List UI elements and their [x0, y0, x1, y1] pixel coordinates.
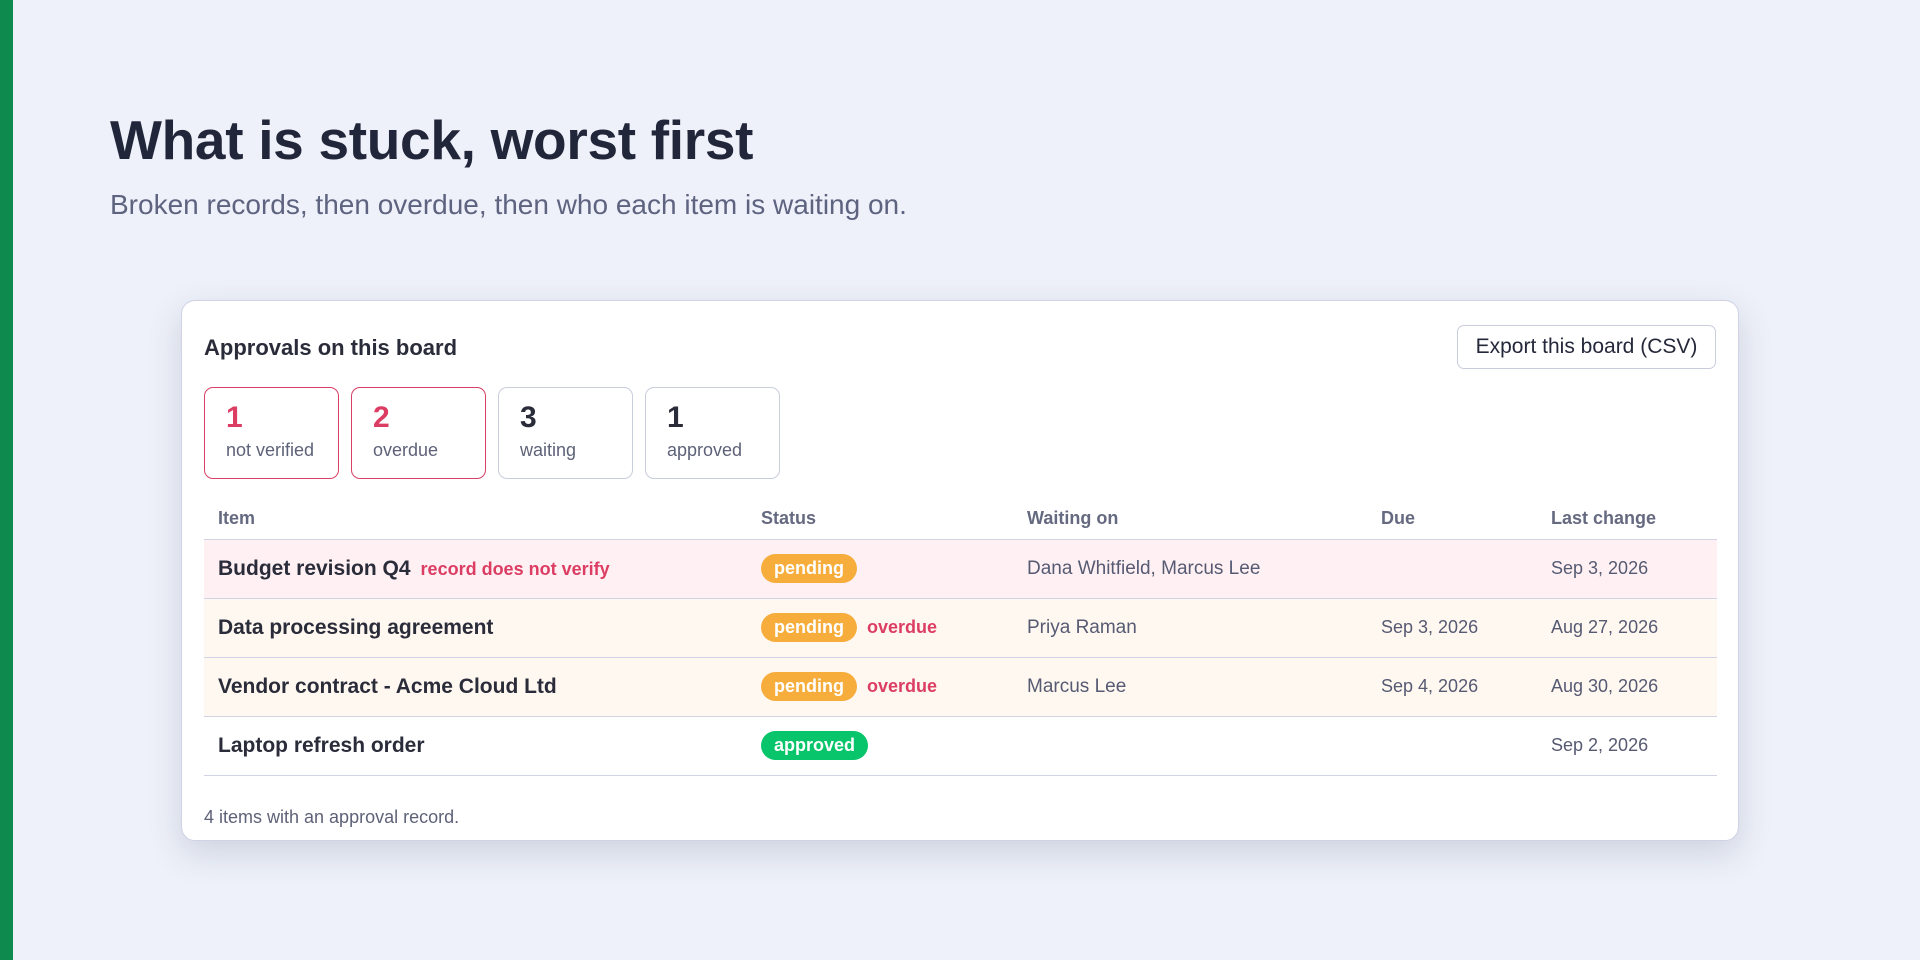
stats-row: 1 not verified 2 overdue 3 waiting 1 app… [204, 387, 780, 479]
due-cell: Sep 3, 2026 [1367, 598, 1537, 658]
due-cell [1367, 539, 1537, 599]
item-cell: Data processing agreement [204, 598, 747, 658]
stat-label: approved [667, 440, 743, 460]
last-change-cell: Aug 27, 2026 [1537, 598, 1717, 658]
stat-approved[interactable]: 1 approved [645, 387, 780, 479]
item-cell: Budget revision Q4 record does not verify [204, 539, 747, 599]
column-header-item[interactable]: Item [204, 499, 747, 540]
item-name[interactable]: Vendor contract - Acme Cloud Ltd [218, 674, 557, 698]
approvals-card: Approvals on this board Export this boar… [181, 300, 1739, 841]
waiting-on-cell: Marcus Lee [1013, 657, 1367, 717]
card-title: Approvals on this board [204, 335, 458, 360]
stat-count: 3 [520, 401, 537, 434]
status-badge: pending [761, 613, 857, 642]
column-header-waiting-on[interactable]: Waiting on [1013, 499, 1367, 540]
overdue-flag: overdue [867, 617, 938, 637]
waiting-on-cell: Dana Whitfield, Marcus Lee [1013, 539, 1367, 599]
table-row[interactable]: Budget revision Q4 record does not verify… [204, 539, 1717, 599]
stat-count: 1 [667, 401, 684, 434]
last-change-cell: Sep 2, 2026 [1537, 716, 1717, 776]
item-name[interactable]: Data processing agreement [218, 615, 494, 639]
stat-count: 2 [373, 401, 390, 434]
status-cell: pending [747, 539, 1013, 599]
page-title: What is stuck, worst first [110, 109, 754, 171]
waiting-on-cell: Priya Raman [1013, 598, 1367, 658]
status-cell: approved [747, 716, 1013, 776]
due-cell [1367, 716, 1537, 776]
table-row[interactable]: Laptop refresh order approved Sep 2, 202… [204, 716, 1717, 776]
waiting-on-cell [1013, 716, 1367, 776]
item-name[interactable]: Laptop refresh order [218, 733, 425, 757]
stat-count: 1 [226, 401, 243, 434]
export-csv-button[interactable]: Export this board (CSV) [1457, 325, 1716, 369]
table-footer-note: 4 items with an approval record. [204, 807, 460, 827]
accent-bar [0, 0, 13, 960]
item-name[interactable]: Budget revision Q4 [218, 556, 411, 580]
status-badge: pending [761, 554, 857, 583]
overdue-flag: overdue [867, 676, 938, 696]
status-cell: pending overdue [747, 598, 1013, 658]
page-subtitle: Broken records, then overdue, then who e… [110, 189, 907, 220]
approvals-table: Item Status Waiting on Due Last change B… [204, 499, 1717, 776]
column-header-status[interactable]: Status [747, 499, 1013, 540]
verify-warning: record does not verify [420, 558, 610, 579]
stat-not-verified[interactable]: 1 not verified [204, 387, 339, 479]
last-change-cell: Sep 3, 2026 [1537, 539, 1717, 599]
item-cell: Laptop refresh order [204, 716, 747, 776]
due-cell: Sep 4, 2026 [1367, 657, 1537, 717]
stat-label: not verified [226, 440, 315, 460]
table-header-row: Item Status Waiting on Due Last change [204, 499, 1717, 540]
status-badge: approved [761, 731, 869, 760]
last-change-cell: Aug 30, 2026 [1537, 657, 1717, 717]
stat-overdue[interactable]: 2 overdue [351, 387, 486, 479]
column-header-last-change[interactable]: Last change [1537, 499, 1717, 540]
status-cell: pending overdue [747, 657, 1013, 717]
table-row[interactable]: Data processing agreement pending overdue… [204, 598, 1717, 658]
stat-label: waiting [520, 440, 577, 460]
stat-waiting[interactable]: 3 waiting [498, 387, 633, 479]
stat-label: overdue [373, 440, 439, 460]
item-cell: Vendor contract - Acme Cloud Ltd [204, 657, 747, 717]
column-header-due[interactable]: Due [1367, 499, 1537, 540]
status-badge: pending [761, 672, 857, 701]
table-row[interactable]: Vendor contract - Acme Cloud Ltd pending… [204, 657, 1717, 717]
